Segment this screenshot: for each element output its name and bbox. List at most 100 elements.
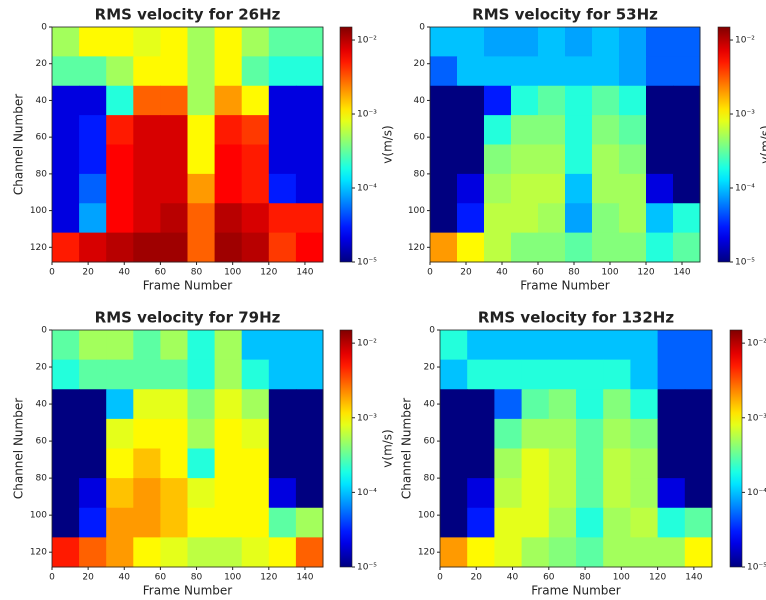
heatmap-cell: [106, 537, 134, 568]
heatmap-cell: [511, 27, 539, 57]
heatmap-cell: [79, 389, 107, 420]
heatmap-cell: [133, 85, 161, 116]
heatmap-cell: [484, 173, 512, 204]
heatmap-cell: [214, 330, 243, 361]
x-tick-label: 120: [260, 573, 277, 583]
heatmap-cell: [79, 448, 107, 479]
y-tick-label: 40: [424, 400, 436, 410]
x-axis-label: Frame Number: [531, 584, 620, 598]
heatmap-cell: [106, 115, 134, 145]
heatmap-cell: [187, 448, 216, 479]
heatmap-cell: [160, 203, 188, 234]
colorbar: [717, 26, 731, 263]
heatmap-cell: [52, 507, 80, 538]
heatmap-cell: [657, 418, 686, 449]
heatmap-cell: [619, 144, 647, 175]
x-tick-label: 60: [155, 573, 167, 583]
heatmap-cell: [576, 389, 604, 420]
heatmap-cell: [484, 203, 512, 234]
heatmap-cell: [295, 173, 324, 204]
heatmap-cell: [576, 359, 604, 390]
heatmap-cell: [133, 448, 161, 479]
heatmap-cell: [241, 359, 270, 390]
heatmap-cell: [457, 115, 485, 145]
heatmap-cell: [576, 478, 604, 509]
heatmap-cell: [603, 418, 631, 449]
colorbar-tick-label: 10⁻⁴: [735, 184, 755, 194]
heatmap-cell: [430, 85, 458, 116]
heatmap-cell: [295, 27, 324, 57]
colorbar: [729, 329, 743, 568]
heatmap-cell: [684, 418, 713, 449]
heatmap-cell: [241, 507, 270, 538]
heatmap-cell: [494, 448, 523, 479]
heatmap-cell: [187, 389, 216, 420]
heatmap-cell: [430, 115, 458, 145]
heatmap-cell: [484, 115, 512, 145]
x-tick-label: 80: [191, 573, 203, 583]
heatmap-cell: [241, 85, 270, 116]
heatmap-cell: [657, 537, 686, 568]
heatmap-cell: [52, 389, 80, 420]
heatmap-cell: [268, 330, 297, 361]
colorbar-tick-label: 10⁻³: [357, 110, 377, 120]
heatmap-cell: [538, 173, 566, 204]
heatmap-cell: [79, 144, 107, 175]
colorbar-tick-label: 10⁻²: [735, 36, 755, 46]
heatmap-cell: [52, 330, 80, 361]
heatmap-cell: [295, 389, 324, 420]
heatmap-cell: [440, 448, 468, 479]
heatmap-cell: [268, 144, 297, 175]
heatmap-cell: [106, 507, 134, 538]
heatmap-cell: [187, 27, 216, 57]
heatmap-cell: [214, 478, 243, 509]
heatmap-cell: [52, 144, 80, 175]
heatmap-cell: [657, 359, 686, 390]
y-tick-label: 60: [414, 133, 426, 143]
heatmap-cell: [79, 56, 107, 87]
heatmap-cell: [619, 173, 647, 204]
heatmap-cell: [52, 85, 80, 116]
heatmap-cell: [630, 330, 659, 361]
heatmap-cell: [494, 478, 523, 509]
x-tick-label: 80: [191, 268, 203, 278]
x-tick-label: 140: [685, 573, 702, 583]
x-tick-label: 20: [82, 573, 94, 583]
heatmap-cell: [214, 85, 243, 116]
heatmap-cell: [295, 203, 324, 234]
heatmap-cell: [684, 507, 713, 538]
heatmap-cell: [214, 418, 243, 449]
colorbar-tick-label: 10⁻²: [357, 36, 377, 46]
heatmap-cell: [646, 203, 674, 234]
heatmap-cell: [133, 507, 161, 538]
y-tick-label: 0: [429, 326, 435, 336]
y-tick-label: 80: [36, 474, 48, 484]
heatmap-cell: [79, 418, 107, 449]
y-axis-label: Channel Number: [400, 398, 414, 499]
y-axis-label: Channel Number: [12, 398, 26, 499]
x-tick-label: 140: [296, 573, 313, 583]
heatmap-cell: [467, 478, 495, 509]
heatmap-cell: [268, 85, 297, 116]
heatmap-cell: [52, 418, 80, 449]
heatmap-cell: [79, 507, 107, 538]
y-tick-label: 60: [36, 133, 48, 143]
heatmap-cell: [214, 537, 243, 568]
heatmap-cell: [241, 203, 270, 234]
heatmap-cell: [79, 232, 107, 263]
colorbar-tick-label: 10⁻⁵: [357, 258, 377, 268]
heatmap-cell: [133, 27, 161, 57]
y-tick-label: 80: [36, 169, 48, 179]
heatmap-cell: [630, 537, 659, 568]
heatmap-cell: [619, 232, 647, 263]
heatmap-cell: [295, 56, 324, 87]
heatmap-cell: [295, 507, 324, 538]
heatmap-cell: [106, 418, 134, 449]
y-tick-label: 40: [414, 96, 426, 106]
heatmap-cell: [187, 330, 216, 361]
heatmap-cell: [268, 389, 297, 420]
heatmap-cell: [494, 418, 523, 449]
x-axis-label: Frame Number: [520, 279, 609, 293]
x-tick-label: 0: [49, 268, 55, 278]
